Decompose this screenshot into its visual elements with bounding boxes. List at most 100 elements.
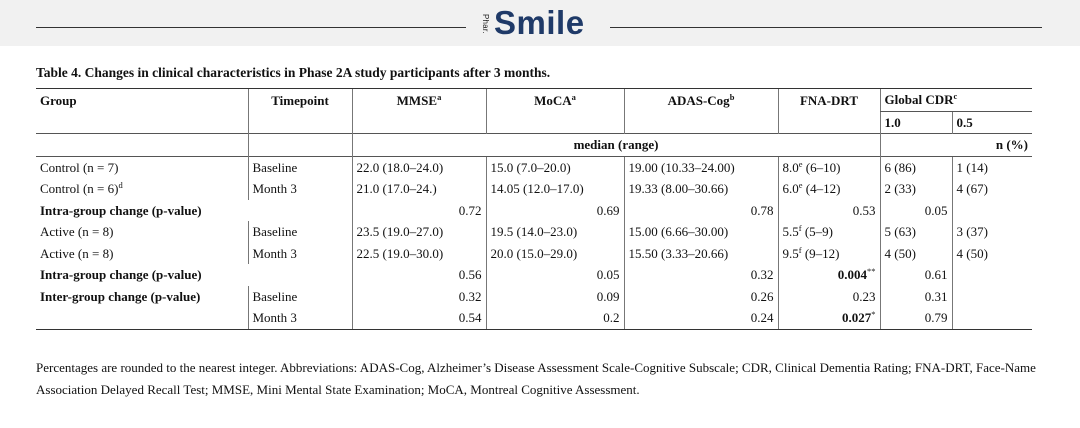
cell-fna-range: (5–9) <box>801 224 834 240</box>
cell-fna-value: 6.0 <box>782 181 799 197</box>
header-row-3: median (range) n (%) <box>36 133 1033 156</box>
row-label: Intra-group change (p-value) <box>40 267 202 283</box>
cell-adas: 19.33 (8.00–30.66) <box>623 178 778 200</box>
clinical-characteristics-table: Group Timepoint MMSEa MoCAa ADAS-Cogb FN… <box>36 88 1033 330</box>
row-label: Intra-group change (p-value) <box>40 202 202 218</box>
cell-cdr-1-0: 5 (63) <box>879 221 952 243</box>
header-cdr-0-5: 0.5 <box>951 111 1033 134</box>
table-footnote: Percentages are rounded to the nearest i… <box>36 360 1036 397</box>
header-mmse: MMSEa <box>351 88 486 111</box>
cell-fna-range: (9–12) <box>801 245 840 261</box>
cell-fna-p-sup: * <box>871 309 876 320</box>
cell-cdr-p: 0.31 <box>879 285 952 307</box>
cell-adas: 15.50 (3.33–20.66) <box>623 242 778 264</box>
cell-moca: 15.0 (7.0–20.0) <box>485 155 624 178</box>
cell-fna-value: 5.5 <box>782 224 799 240</box>
header-row-1: Group Timepoint MMSEa MoCAa ADAS-Cogb FN… <box>36 88 1033 112</box>
header-cdr-sup: c <box>953 91 958 102</box>
cell-mmse: 22.5 (19.0–30.0) <box>351 242 486 264</box>
cell-adas-p: 0.26 <box>623 285 778 307</box>
row-timepoint: Month 3 <box>247 178 352 200</box>
header-moca-label: MoCA <box>534 92 572 108</box>
table-row: Active (n = 8) Baseline 23.5 (19.0–27.0)… <box>36 221 1033 243</box>
cell-mmse-p: 0.56 <box>351 264 486 286</box>
cell-fna-p-value: 0.027 <box>842 310 872 326</box>
cell-mmse-p: 0.54 <box>351 307 486 330</box>
cell-moca: 14.05 (12.0–17.0) <box>485 178 624 200</box>
header-cdr-label: Global CDR <box>884 92 954 108</box>
cell-moca: 19.5 (14.0–23.0) <box>485 221 624 243</box>
cell-fna-sup: f <box>798 244 802 255</box>
header-cdr: Global CDRc <box>879 88 1033 112</box>
cell-fna: 6.0e (4–12) <box>777 178 880 200</box>
table-row: Control (n = 6)d Month 3 21.0 (17.0–24.)… <box>36 178 1033 200</box>
cell-mmse-p: 0.72 <box>351 199 486 221</box>
header-moca-sup: a <box>571 91 576 102</box>
row-group: Active (n = 8) <box>40 224 114 240</box>
cell-adas-p: 0.24 <box>623 307 778 330</box>
cell-mmse: 21.0 (17.0–24.) <box>351 178 486 200</box>
header-row-2: 1.0 0.5 <box>36 111 1033 134</box>
cell-moca-p: 0.09 <box>485 285 624 307</box>
cell-cdr-1-0: 4 (50) <box>879 242 952 264</box>
row-timepoint: Baseline <box>247 221 352 243</box>
cell-adas: 15.00 (6.66–30.00) <box>623 221 778 243</box>
cell-cdr-p: 0.05 <box>879 199 952 221</box>
cell-mmse: 23.5 (19.0–27.0) <box>351 221 486 243</box>
cell-fna-value: 8.0 <box>782 159 799 175</box>
cell-cdr-0-5: 4 (50) <box>951 242 1033 264</box>
cell-cdr-0-5: 4 (67) <box>951 178 1033 200</box>
table-caption: Table 4. Changes in clinical characteris… <box>36 65 551 80</box>
cell-adas-p: 0.32 <box>623 264 778 286</box>
cell-fna: 8.0e (6–10) <box>777 155 880 178</box>
header-fna: FNA-DRT <box>777 88 880 111</box>
table-row: Active (n = 8) Month 3 22.5 (19.0–30.0) … <box>36 242 1033 264</box>
cell-cdr-p: 0.79 <box>879 307 952 330</box>
cell-fna-sup: e <box>798 158 803 169</box>
header-cdr-1-0: 1.0 <box>879 111 952 134</box>
cell-adas: 19.00 (10.33–24.00) <box>623 155 778 178</box>
header-mmse-label: MMSE <box>396 92 438 108</box>
cell-fna-sup: e <box>798 180 803 191</box>
cell-fna-p: 0.23 <box>777 285 880 307</box>
cell-fna-range: (6–10) <box>802 159 841 175</box>
row-group: Control (n = 7) <box>36 155 248 178</box>
cell-adas-p: 0.78 <box>623 199 778 221</box>
header-adas-label: ADAS-Cog <box>667 92 730 108</box>
row-group-sup: d <box>118 180 123 191</box>
cell-cdr-1-0: 2 (33) <box>879 178 952 200</box>
row-timepoint: Baseline <box>247 155 352 178</box>
cell-fna-p-value: 0.004 <box>837 267 867 283</box>
header-timepoint: Timepoint <box>247 88 352 111</box>
table-row: Control (n = 7) Baseline 22.0 (18.0–24.0… <box>36 155 1033 178</box>
cell-moca-p: 0.2 <box>485 307 624 330</box>
table-row: Month 3 0.54 0.2 0.24 0.027* 0.79 <box>36 307 1033 330</box>
cell-fna-p-sup: ** <box>867 266 876 277</box>
row-timepoint: Baseline <box>247 285 352 307</box>
cell-mmse-p: 0.32 <box>351 285 486 307</box>
cell-moca-p: 0.05 <box>485 264 624 286</box>
cell-fna: 5.5f (5–9) <box>777 221 880 243</box>
row-group-label: Control (n = 6) <box>40 181 119 197</box>
brand-name: Smile <box>494 4 585 41</box>
publisher-mark: Phar. <box>481 14 490 34</box>
banner-rule-right <box>610 27 1042 28</box>
cell-fna-p: 0.027* <box>777 307 880 330</box>
header-n-percent: n (%) <box>879 133 1033 156</box>
banner-rule-left <box>36 27 466 28</box>
cell-fna-p: 0.004** <box>777 264 880 286</box>
header-moca: MoCAa <box>485 88 624 111</box>
cell-moca: 20.0 (15.0–29.0) <box>485 242 624 264</box>
row-timepoint: Month 3 <box>247 307 352 330</box>
cell-fna-p: 0.53 <box>777 199 880 221</box>
row-timepoint: Month 3 <box>247 242 352 264</box>
cell-cdr-0-5: 3 (37) <box>951 221 1033 243</box>
journal-banner: Phar. Smile <box>0 0 1080 46</box>
cell-cdr-p: 0.61 <box>879 264 952 286</box>
row-group: Control (n = 6)d <box>36 178 248 200</box>
header-adas: ADAS-Cogb <box>623 88 778 111</box>
header-mmse-sup: a <box>437 91 442 102</box>
table-row: Inter-group change (p-value) Baseline 0.… <box>36 285 1033 307</box>
header-group: Group <box>36 88 248 111</box>
cell-moca-p: 0.69 <box>485 199 624 221</box>
